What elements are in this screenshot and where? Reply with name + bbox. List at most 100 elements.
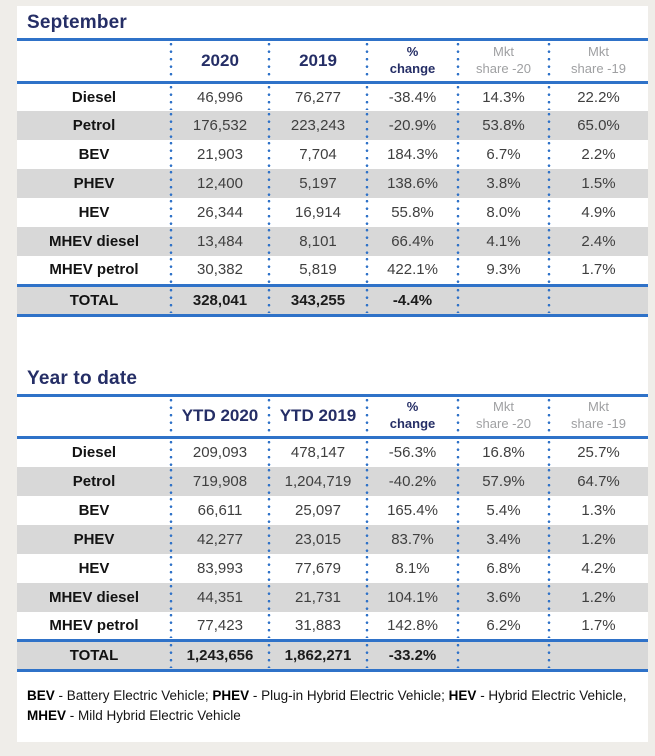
cell-pct-change: -38.4% [365,82,458,111]
cell-2019: 16,914 [267,198,367,227]
cell-pct-change: -33.2% [365,639,458,672]
cell-mkt-share-19: 22.2% [547,82,648,111]
cell-mkt-share-19: 1.7% [547,256,648,285]
col-header-pct-change: % change [365,41,458,84]
cell-2019: 343,255 [267,283,367,317]
mkt20-header-line1: Mkt [493,399,514,415]
cell-mkt-share-19 [547,639,648,672]
col-header-2020: 2020 [169,41,269,84]
cell-mkt-share-20: 3.8% [456,169,549,198]
table-row: MHEV petrol 77,423 31,883 142.8% 6.2% 1.… [17,612,648,641]
ytd-table: YTD 2020 YTD 2019 % change Mkt share -20 M… [17,396,648,672]
cell-mkt-share-19: 65.0% [547,111,648,140]
table-row: Diesel 46,996 76,277 -38.4% 14.3% 22.2% [17,82,648,111]
cell-2020: 42,277 [169,524,269,554]
footnote-desc-mhev: - Mild Hybrid Electric Vehicle [66,707,241,723]
cell-2019: 77,679 [267,554,367,583]
col-header-2019: 2019 [267,41,367,84]
cell-pct-change: 142.8% [365,612,458,641]
row-label: HEV [78,204,110,221]
table-row: Petrol 176,532 223,243 -20.9% 53.8% 65.0… [17,111,648,140]
cell-pct-change: -20.9% [365,111,458,140]
row-label: MHEV diesel [17,582,171,612]
cell-mkt-share-20: 14.3% [456,82,549,111]
cell-2020: 21,903 [169,140,269,169]
cell-pct-change: -56.3% [365,438,458,467]
cell-mkt-share-20: 5.4% [456,496,549,525]
cell-mkt-share-19: 25.7% [547,438,648,467]
total-row: TOTAL 1,243,656 1,862,271 -33.2% [17,639,648,672]
cell-mkt-share-20: 8.0% [456,198,549,227]
cell-2019: 478,147 [267,438,367,467]
pct-header-line1: % [406,43,419,59]
cell-2020: 13,484 [169,227,269,256]
table-row: BEV 21,903 7,704 184.3% 6.7% 2.2% [17,140,648,169]
mkt19-header-line1: Mkt [588,399,609,415]
cell-2020: 30,382 [169,256,269,285]
cell-mkt-share-19: 1.2% [547,524,648,554]
row-label: Petrol [17,111,171,140]
table-row: MHEV petrol 30,382 5,819 422.1% 9.3% 1.7… [17,256,648,285]
row-label: PHEV [17,524,171,554]
table-row: PHEV 42,277 23,015 83.7% 3.4% 1.2% [17,524,648,554]
cell-pct-change: 83.7% [365,524,458,554]
section-year-to-date: Year to date YTD 2020 YTD 2019 % change M… [17,362,648,672]
mkt20-header-line2: share -20 [476,416,531,432]
cell-2020: 12,400 [169,169,269,198]
cell-pct-change: 66.4% [365,227,458,256]
header-row: YTD 2020 YTD 2019 % change Mkt share -20 M… [17,396,648,439]
mkt19-header-line2: share -19 [571,60,626,76]
row-label: BEV [78,501,110,519]
table-row: MHEV diesel 44,351 21,731 104.1% 3.6% 1.… [17,582,648,612]
cell-mkt-share-20: 53.8% [456,111,549,140]
cell-2020: 46,996 [169,82,269,111]
cell-mkt-share-19: 4.9% [547,198,648,227]
table-row: Petrol 719,908 1,204,719 -40.2% 57.9% 64… [17,466,648,496]
footnote-desc-phev: - Plug-in Hybrid Electric Vehicle; [249,688,449,703]
cell-2020: 328,041 [169,283,269,317]
col-header-mkt-share-19: Mkt share -19 [547,396,648,439]
table-row: BEV 66,611 25,097 165.4% 5.4% 1.3% [17,496,648,525]
mkt20-header-line2: share -20 [476,60,531,76]
cell-mkt-share-20: 6.8% [456,554,549,583]
cell-mkt-share-20 [456,283,549,317]
footnote-abbr-mhev: MHEV [27,707,67,723]
cell-mkt-share-20 [456,639,549,672]
report-panel: September 2020 2019 % change Mkt share -20… [17,6,648,742]
cell-pct-change: 104.1% [365,582,458,612]
total-row: TOTAL 328,041 343,255 -4.4% [17,283,648,317]
cell-2019: 76,277 [267,82,367,111]
table-row: Diesel 209,093 478,147 -56.3% 16.8% 25.7… [17,438,648,467]
cell-pct-change: 55.8% [365,198,458,227]
row-label: MHEV petrol [49,261,139,279]
cell-pct-change: -40.2% [365,466,458,496]
cell-mkt-share-20: 4.1% [456,227,549,256]
col-header-mkt-share-20: Mkt share -20 [456,396,549,439]
row-label: Petrol [17,466,171,496]
footnote-desc-hev: - Hybrid Electric Vehicle, [476,688,627,703]
cell-2019: 31,883 [267,612,367,641]
cell-mkt-share-20: 16.8% [456,438,549,467]
cell-2020: 44,351 [169,582,269,612]
cell-2019: 21,731 [267,582,367,612]
row-label: MHEV diesel [17,227,171,256]
table-row: HEV 83,993 77,679 8.1% 6.8% 4.2% [17,554,648,583]
section-title-september: September [17,6,648,41]
cell-pct-change: -4.4% [365,283,458,317]
cell-mkt-share-19: 4.2% [547,554,648,583]
cell-mkt-share-20: 6.7% [456,140,549,169]
cell-2019: 8,101 [267,227,367,256]
cell-mkt-share-19: 2.4% [547,227,648,256]
pct-header-line2: change [389,60,436,76]
cell-pct-change: 422.1% [365,256,458,285]
mkt20-header-line1: Mkt [493,43,514,59]
footnote-abbr-phev: PHEV [212,688,250,703]
cell-mkt-share-19: 1.3% [547,496,648,525]
col-header-mkt-share-19: Mkt share -19 [547,41,648,84]
cell-2020: 209,093 [169,438,269,467]
cell-pct-change: 184.3% [365,140,458,169]
footnote-desc-bev: - Battery Electric Vehicle; [54,688,213,703]
col-header-mkt-share-20: Mkt share -20 [456,41,549,84]
footnote-abbr-hev: HEV [448,688,477,703]
cell-2019: 5,819 [267,256,367,285]
